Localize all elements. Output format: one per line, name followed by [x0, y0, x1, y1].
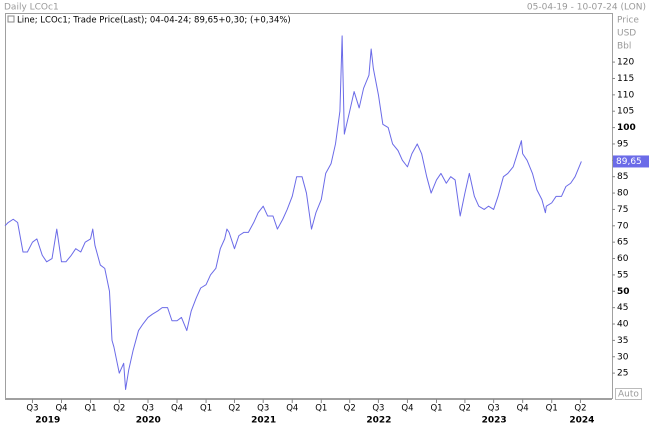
y-tick-label: 65 [617, 238, 628, 248]
y-tick-label: 120 [617, 58, 634, 68]
y-tick-label: 60 [617, 254, 629, 264]
y-tick-label: 35 [617, 336, 628, 346]
y-tick-label: 105 [617, 107, 634, 117]
year-label: 2021 [251, 416, 276, 426]
y-tick-label: 45 [617, 303, 628, 313]
y-unit: USD [617, 29, 636, 39]
year-label: 2022 [366, 416, 391, 426]
y-tick-label: 100 [617, 123, 636, 133]
y-tick-label: 70 [617, 221, 629, 231]
x-tick-label: Q2 [574, 404, 586, 414]
scale-mode[interactable]: Auto [618, 390, 639, 400]
price-line [4, 35, 582, 390]
year-label: 2019 [35, 416, 60, 426]
x-tick-label: Q4 [55, 404, 67, 414]
year-label: 2023 [482, 416, 507, 426]
last-value-box [613, 155, 649, 168]
x-tick-label: Q4 [517, 404, 529, 414]
y-tick-label: 110 [617, 90, 634, 100]
year-label: 2020 [136, 416, 161, 426]
year-label: 2024 [569, 416, 594, 426]
x-tick-label: Q2 [228, 404, 240, 414]
x-tick-label: Q3 [488, 404, 500, 414]
x-tick-label: Q1 [84, 404, 96, 414]
x-tick-label: Q2 [113, 404, 125, 414]
y-tick-label: 25 [617, 369, 628, 379]
plot-frame [5, 13, 613, 399]
legend-icon [7, 15, 15, 23]
x-tick-label: Q3 [372, 404, 384, 414]
legend-entry: Line; LCOc1; Trade Price(Last); 04-04-24… [17, 16, 291, 26]
x-tick-label: Q4 [401, 404, 413, 414]
y-tick-label: 50 [617, 287, 630, 297]
y-tick-label: 55 [617, 270, 628, 280]
last-value-label: 89,65 [616, 157, 642, 167]
x-tick-label: Q1 [200, 404, 212, 414]
x-tick-label: Q3 [142, 404, 154, 414]
y-tick-label: 80 [617, 189, 629, 199]
x-tick-label: Q4 [171, 404, 183, 414]
date-range: 05-04-19 - 10-07-24 (LON) [527, 3, 646, 13]
scale-mode-box[interactable] [615, 388, 642, 400]
y-tick-label: 30 [617, 352, 629, 362]
y-unit: Bbl [617, 42, 631, 52]
x-tick-label: Q2 [344, 404, 356, 414]
x-tick-label: Q3 [257, 404, 269, 414]
x-tick-label: Q1 [315, 404, 327, 414]
y-unit: Price [617, 16, 639, 26]
chart-title: Daily LCOc1 [4, 3, 59, 13]
x-tick-label: Q1 [546, 404, 558, 414]
y-tick-label: 85 [617, 172, 628, 182]
y-tick-label: 75 [617, 205, 628, 215]
y-tick-label: 95 [617, 139, 628, 149]
x-tick-label: Q1 [430, 404, 442, 414]
x-tick-label: Q4 [286, 404, 298, 414]
x-tick-label: Q3 [26, 404, 38, 414]
y-tick-label: 40 [617, 320, 629, 330]
x-tick-label: Q2 [459, 404, 471, 414]
y-tick-label: 115 [617, 74, 634, 84]
